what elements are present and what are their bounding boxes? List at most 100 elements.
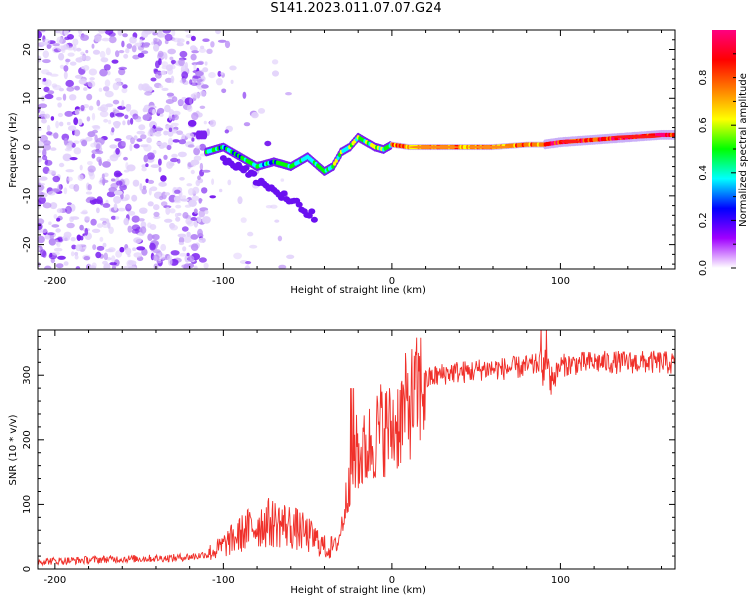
heatmap-cell — [69, 157, 78, 161]
heatmap-cell — [178, 139, 187, 145]
heatmap-cell — [38, 191, 44, 198]
heatmap-cell — [125, 48, 130, 54]
heatmap-cell — [103, 252, 109, 261]
x-tick-label: -100 — [212, 575, 235, 586]
heatmap-cell — [176, 130, 184, 135]
heatmap-cell — [91, 112, 96, 121]
bottom-axes-frame — [37, 329, 676, 570]
heatmap-cell — [152, 249, 161, 254]
heatmap-cell — [125, 162, 129, 170]
heatmap-cell — [101, 37, 111, 42]
heatmap-cell — [131, 224, 141, 231]
heatmap-cell — [130, 117, 134, 125]
heatmap-cell — [103, 64, 111, 71]
heatmap-cell — [170, 75, 175, 84]
heatmap-cell — [201, 169, 211, 173]
heatmap-cell — [197, 60, 204, 65]
x-tick-label: 100 — [551, 575, 570, 586]
heatmap-cell — [63, 65, 69, 72]
heatmap-cell — [108, 36, 117, 44]
x-tick-label: 0 — [389, 575, 395, 586]
heatmap-cell — [83, 104, 89, 109]
heatmap-cell — [209, 119, 217, 128]
heatmap-cell — [159, 113, 164, 117]
heatmap-cell — [81, 66, 85, 70]
heatmap-cell — [76, 234, 82, 241]
heatmap-cell — [141, 167, 147, 172]
heatmap-cell — [96, 156, 102, 163]
heatmap-cell — [186, 40, 190, 45]
heatmap-cell — [86, 196, 96, 201]
heatmap-cell — [166, 92, 174, 97]
heatmap-cell — [245, 261, 252, 265]
heatmap-cell — [181, 133, 186, 140]
heatmap-cell — [191, 137, 195, 142]
heatmap-cell — [79, 55, 89, 60]
heatmap-cell — [147, 179, 155, 184]
heatmap-cell — [106, 191, 116, 198]
heatmap-cell — [38, 140, 44, 149]
heatmap-cell — [102, 260, 108, 265]
heatmap-cell — [138, 83, 144, 91]
heatmap-cell — [104, 90, 114, 98]
heatmap-cell — [187, 220, 195, 227]
heatmap-cell — [264, 140, 272, 147]
heatmap-cell — [66, 202, 72, 206]
heatmap-cell — [123, 217, 129, 226]
heatmap-cell — [52, 43, 60, 47]
heatmap-cell — [47, 90, 55, 95]
heatmap-cell — [91, 228, 101, 233]
heatmap-ridge — [195, 129, 675, 176]
heatmap-cell — [51, 83, 58, 88]
heatmap-cell — [271, 59, 279, 65]
heatmap-cell — [202, 38, 210, 42]
heatmap-cell — [100, 57, 109, 63]
heatmap-cell — [108, 119, 112, 125]
heatmap-cell — [122, 33, 128, 38]
heatmap-cell — [129, 143, 133, 152]
heatmap-cell — [41, 69, 50, 75]
heatmap-cell — [40, 30, 46, 33]
heatmap-cell — [197, 216, 202, 223]
heatmap-cell — [44, 159, 53, 166]
heatmap-cell — [71, 244, 77, 250]
heatmap-cell — [102, 161, 111, 168]
y-tick-label: 300 — [22, 366, 33, 385]
heatmap-cell — [172, 110, 181, 116]
heatmap-cell — [46, 44, 52, 49]
heatmap-cell — [167, 258, 173, 266]
heatmap-cell — [74, 85, 80, 91]
heatmap-cell — [91, 125, 100, 129]
heatmap-cell — [224, 40, 231, 49]
heatmap-cell — [308, 208, 316, 215]
heatmap-cell — [177, 212, 182, 216]
heatmap-cell — [158, 85, 164, 89]
heatmap-cell — [109, 262, 117, 266]
heatmap-cell — [87, 165, 96, 173]
heatmap-cell — [112, 121, 121, 127]
heatmap-cell — [163, 130, 169, 136]
heatmap-cell — [152, 149, 157, 155]
heatmap-cell — [143, 154, 149, 163]
heatmap-cell — [132, 54, 140, 60]
colorbar-tick-label: 0.8 — [698, 70, 709, 86]
heatmap-cell — [48, 238, 57, 246]
heatmap-cell — [38, 178, 41, 184]
heatmap-cell — [86, 93, 93, 101]
heatmap-cell — [152, 234, 160, 241]
heatmap-cell — [210, 41, 215, 48]
heatmap-cell — [277, 235, 283, 242]
heatmap-cell — [155, 60, 160, 69]
heatmap-cell — [102, 242, 107, 248]
heatmap-cell — [75, 244, 82, 252]
heatmap-cell — [79, 164, 83, 171]
heatmap-cell — [169, 222, 176, 229]
heatmap-cell — [167, 68, 174, 75]
heatmap-cell — [170, 250, 180, 256]
heatmap-cell — [177, 151, 187, 158]
heatmap-cell — [147, 233, 153, 241]
heatmap-cell — [62, 93, 67, 101]
heatmap-cell — [64, 110, 74, 117]
heatmap-cell — [286, 254, 295, 259]
heatmap-cell — [198, 198, 203, 202]
